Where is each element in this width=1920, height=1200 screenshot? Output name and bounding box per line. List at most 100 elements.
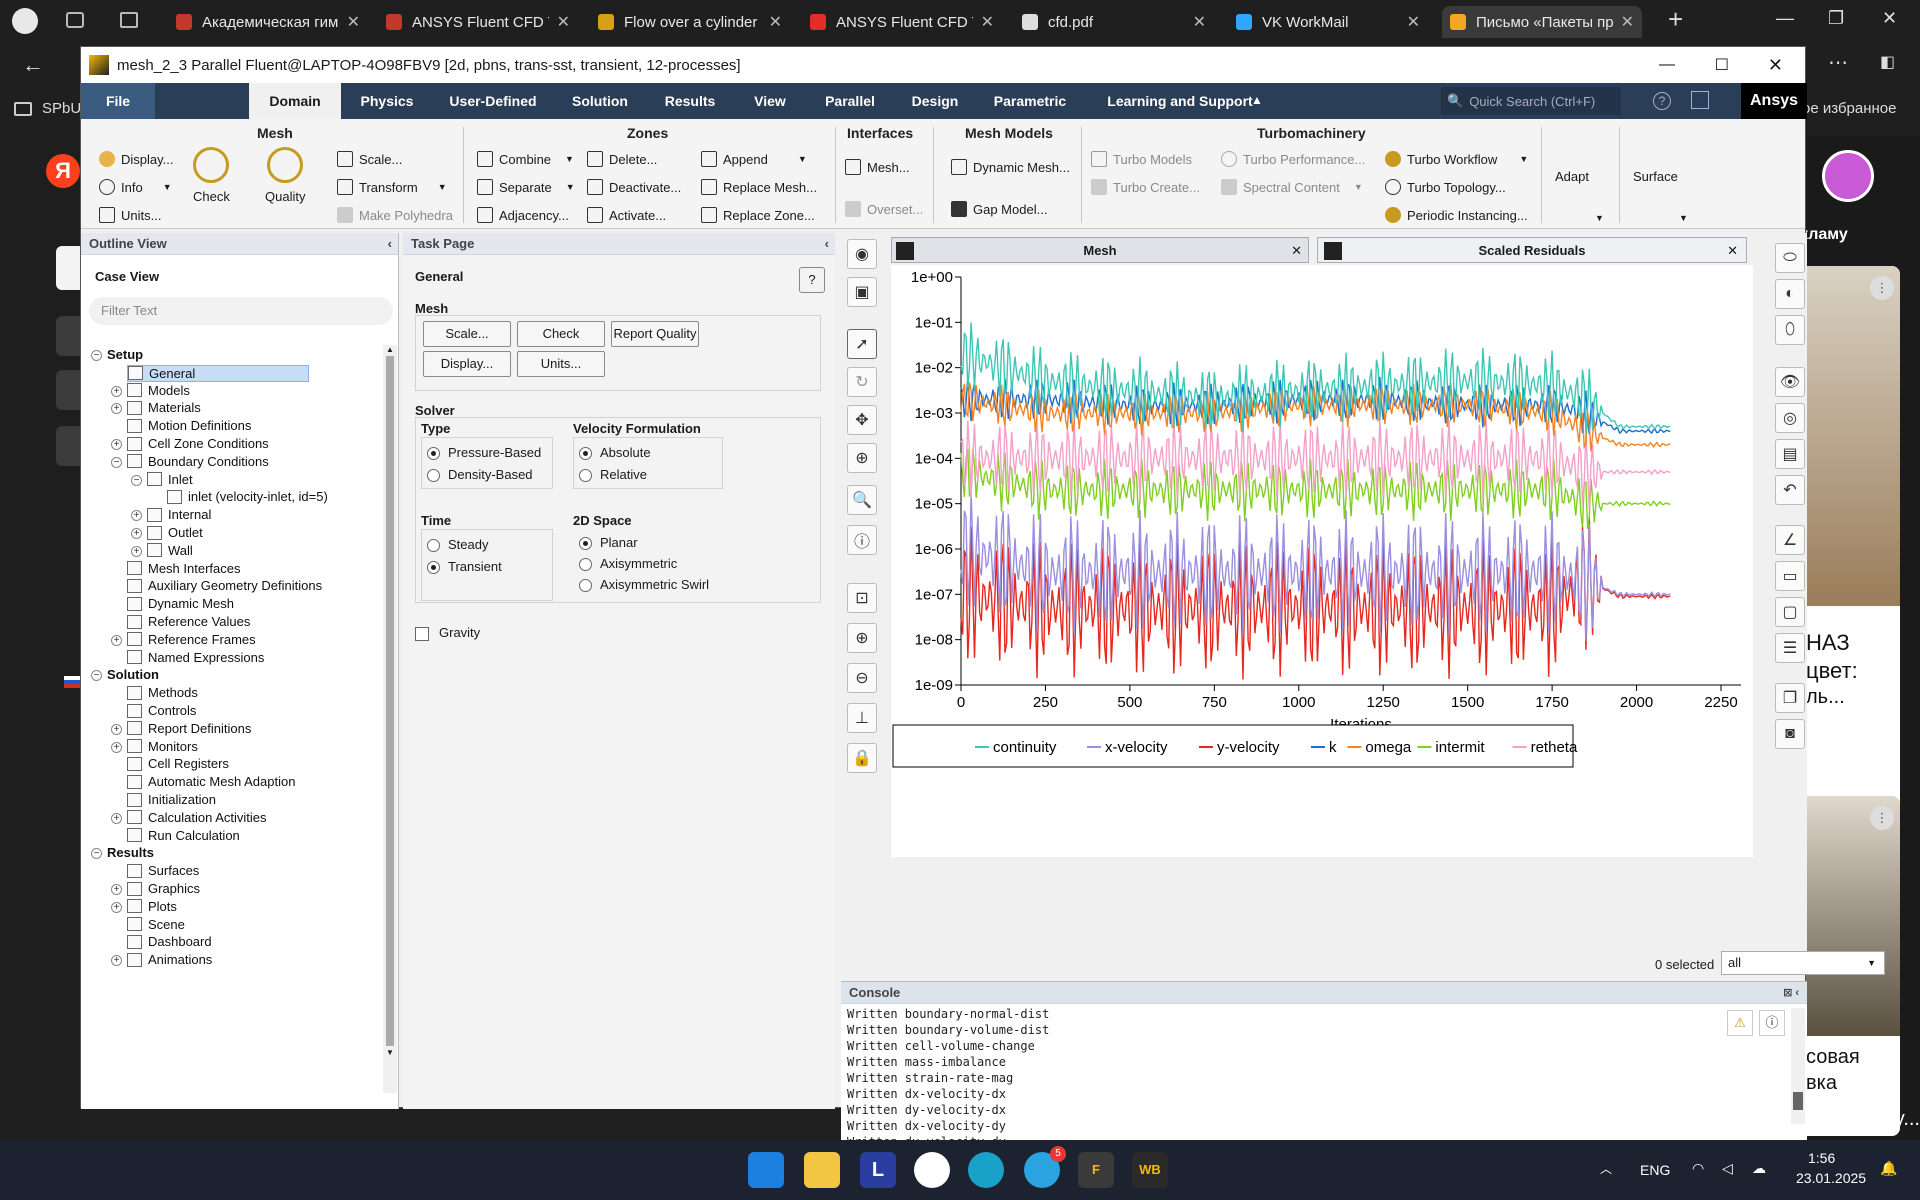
- tree-item[interactable]: Plots: [127, 899, 177, 914]
- expand-icon[interactable]: +: [111, 901, 122, 913]
- dropdown-arrow-icon[interactable]: ▼: [1679, 213, 1688, 223]
- zoom-in-icon[interactable]: ⊕: [847, 623, 877, 653]
- expand-icon[interactable]: +: [131, 528, 142, 539]
- start-button[interactable]: [748, 1152, 784, 1188]
- pointer-icon[interactable]: ➚: [847, 329, 877, 359]
- undo-view-icon[interactable]: ↶: [1775, 475, 1805, 505]
- console-scrollbar[interactable]: [1791, 1008, 1805, 1124]
- yandex-logo[interactable]: Я: [46, 154, 80, 188]
- tree-item[interactable]: Inlet: [147, 472, 193, 487]
- mesh-units-button[interactable]: Units...: [99, 207, 161, 223]
- tree-item[interactable]: Results: [107, 845, 154, 860]
- radio-relative[interactable]: Relative: [579, 467, 647, 483]
- ad-card[interactable]: ⋮ совая вка: [1800, 796, 1900, 1136]
- radio-axisymmetric[interactable]: Axisymmetric: [579, 556, 677, 572]
- weather-icon[interactable]: ☁: [1752, 1160, 1766, 1176]
- menu-solution[interactable]: Solution: [572, 93, 628, 109]
- collapse-ribbon-icon[interactable]: ▲: [1251, 93, 1263, 107]
- collapse-panel-icon[interactable]: ‹: [387, 236, 392, 251]
- collapse-panel-icon[interactable]: ‹: [824, 236, 829, 251]
- tree-item[interactable]: Boundary Conditions: [127, 454, 269, 469]
- pan-icon[interactable]: ✥: [847, 405, 877, 435]
- turbo-models-button[interactable]: Turbo Models: [1091, 151, 1192, 167]
- more-options-icon[interactable]: ⋮: [1870, 806, 1894, 830]
- console-options-icon[interactable]: ⊠ ‹: [1783, 987, 1799, 999]
- more-menu-icon[interactable]: ⋯: [1828, 52, 1848, 74]
- selection-filter-select[interactable]: all ▼: [1721, 951, 1885, 975]
- zones-activate-button[interactable]: Activate...: [587, 207, 666, 223]
- expand-icon[interactable]: +: [111, 385, 122, 397]
- view-iso-icon[interactable]: ⬭: [1775, 243, 1805, 273]
- expand-icon[interactable]: +: [111, 403, 122, 415]
- tree-item[interactable]: Mesh Interfaces: [127, 561, 241, 576]
- mesh-info-button[interactable]: Info ▼: [99, 179, 172, 195]
- browser-tab[interactable]: Flow over a cylinder ✕: [590, 6, 790, 38]
- tree-item[interactable]: Dynamic Mesh: [127, 596, 234, 611]
- close-tab-icon[interactable]: ✕: [768, 14, 782, 31]
- tree-scrollbar[interactable]: ▲ ▼: [383, 345, 397, 1093]
- browser-tab[interactable]: Письмо «Пакеты пр ✕: [1442, 6, 1642, 38]
- check-button[interactable]: Check: [517, 321, 605, 347]
- clock-date[interactable]: 23.01.2025: [1796, 1170, 1867, 1186]
- display-icon[interactable]: ◉: [847, 239, 877, 269]
- close-tab-icon[interactable]: ✕: [556, 14, 570, 31]
- browser-tab[interactable]: cfd.pdf ✕: [1014, 6, 1214, 38]
- display-button[interactable]: Display...: [423, 351, 511, 377]
- tree-item[interactable]: Wall: [147, 543, 193, 558]
- close-tab-icon[interactable]: ✕: [980, 14, 994, 31]
- bookmark-spbu[interactable]: SPbU: [42, 100, 82, 117]
- language-indicator[interactable]: ENG: [1640, 1162, 1671, 1178]
- collapse-icon[interactable]: −: [91, 670, 102, 682]
- telegram-icon[interactable]: 5: [1024, 1146, 1066, 1188]
- sidebar-button[interactable]: [56, 370, 80, 410]
- tree-item[interactable]: Motion Definitions: [127, 418, 251, 433]
- scroll-up-arrow[interactable]: ▲: [386, 345, 394, 354]
- turbo-performance-button[interactable]: Turbo Performance...: [1221, 151, 1365, 167]
- help-button[interactable]: ?: [799, 267, 825, 293]
- tree-item[interactable]: Reference Values: [127, 614, 250, 629]
- expand-icon[interactable]: +: [111, 439, 122, 450]
- mesh-transform-button[interactable]: Transform ▼: [337, 179, 447, 195]
- zones-delete-button[interactable]: Delete...: [587, 151, 657, 167]
- dropdown-arrow-icon[interactable]: ▼: [797, 154, 807, 164]
- menu-design[interactable]: Design: [911, 93, 959, 109]
- turbo-create-button[interactable]: Turbo Create...: [1091, 179, 1200, 195]
- tree-item[interactable]: Automatic Mesh Adaption: [127, 774, 295, 789]
- tree-item[interactable]: Graphics: [127, 881, 200, 896]
- scroll-down-arrow[interactable]: ▼: [386, 1048, 394, 1057]
- menu-parallel[interactable]: Parallel: [825, 93, 875, 109]
- tab-scaled-residuals[interactable]: Scaled Residuals ✕: [1317, 237, 1747, 263]
- view-front-icon[interactable]: ◐: [1775, 279, 1805, 309]
- menu-view[interactable]: View: [754, 93, 786, 109]
- tree-item[interactable]: Cell Zone Conditions: [127, 436, 269, 451]
- dropdown-arrow-icon[interactable]: ▼: [1595, 213, 1604, 223]
- tree-item[interactable]: Run Calculation: [127, 828, 240, 843]
- duplicate-icon[interactable]: ❐: [1775, 683, 1805, 713]
- more-options-icon[interactable]: ⋮: [1870, 276, 1894, 300]
- dropdown-arrow-icon[interactable]: ▼: [1353, 182, 1363, 192]
- quick-search-box[interactable]: 🔍 Quick Search (Ctrl+F): [1441, 87, 1621, 115]
- close-tab-icon[interactable]: ✕: [1192, 14, 1206, 31]
- scale-button[interactable]: Scale...: [423, 321, 511, 347]
- surface-group-button[interactable]: Surface: [1633, 169, 1678, 184]
- notes-icon[interactable]: ▢: [1775, 597, 1805, 627]
- sidebar-button[interactable]: [56, 426, 80, 466]
- edge-icon[interactable]: [968, 1152, 1004, 1188]
- close-tab-icon[interactable]: ✕: [346, 14, 360, 31]
- sidebar-panel-icon[interactable]: ◧: [1880, 54, 1896, 71]
- radio-transient[interactable]: Transient: [427, 559, 502, 575]
- dropdown-arrow-icon[interactable]: ▼: [565, 154, 574, 164]
- close-browser-button[interactable]: ✕: [1882, 8, 1898, 28]
- tab-groups-icon[interactable]: [66, 12, 84, 28]
- console-output[interactable]: Written boundary-normal-dist Written boun…: [841, 1004, 1807, 1152]
- radio-axisymmetric-swirl[interactable]: Axisymmetric Swirl: [579, 577, 709, 593]
- bookmark-favorites[interactable]: ое избранное: [1802, 100, 1897, 117]
- menu-learning-support[interactable]: Learning and Support: [1107, 93, 1253, 109]
- tree-item[interactable]: Reference Frames: [127, 632, 256, 647]
- camera-icon[interactable]: ◙: [1775, 719, 1805, 749]
- rotate-icon[interactable]: ↻: [847, 367, 877, 397]
- radio-density-based[interactable]: Density-Based: [427, 467, 533, 483]
- zoom-box-icon[interactable]: ⊕: [847, 443, 877, 473]
- tree-item[interactable]: Methods: [127, 685, 198, 700]
- minimize-button[interactable]: —: [1659, 56, 1675, 73]
